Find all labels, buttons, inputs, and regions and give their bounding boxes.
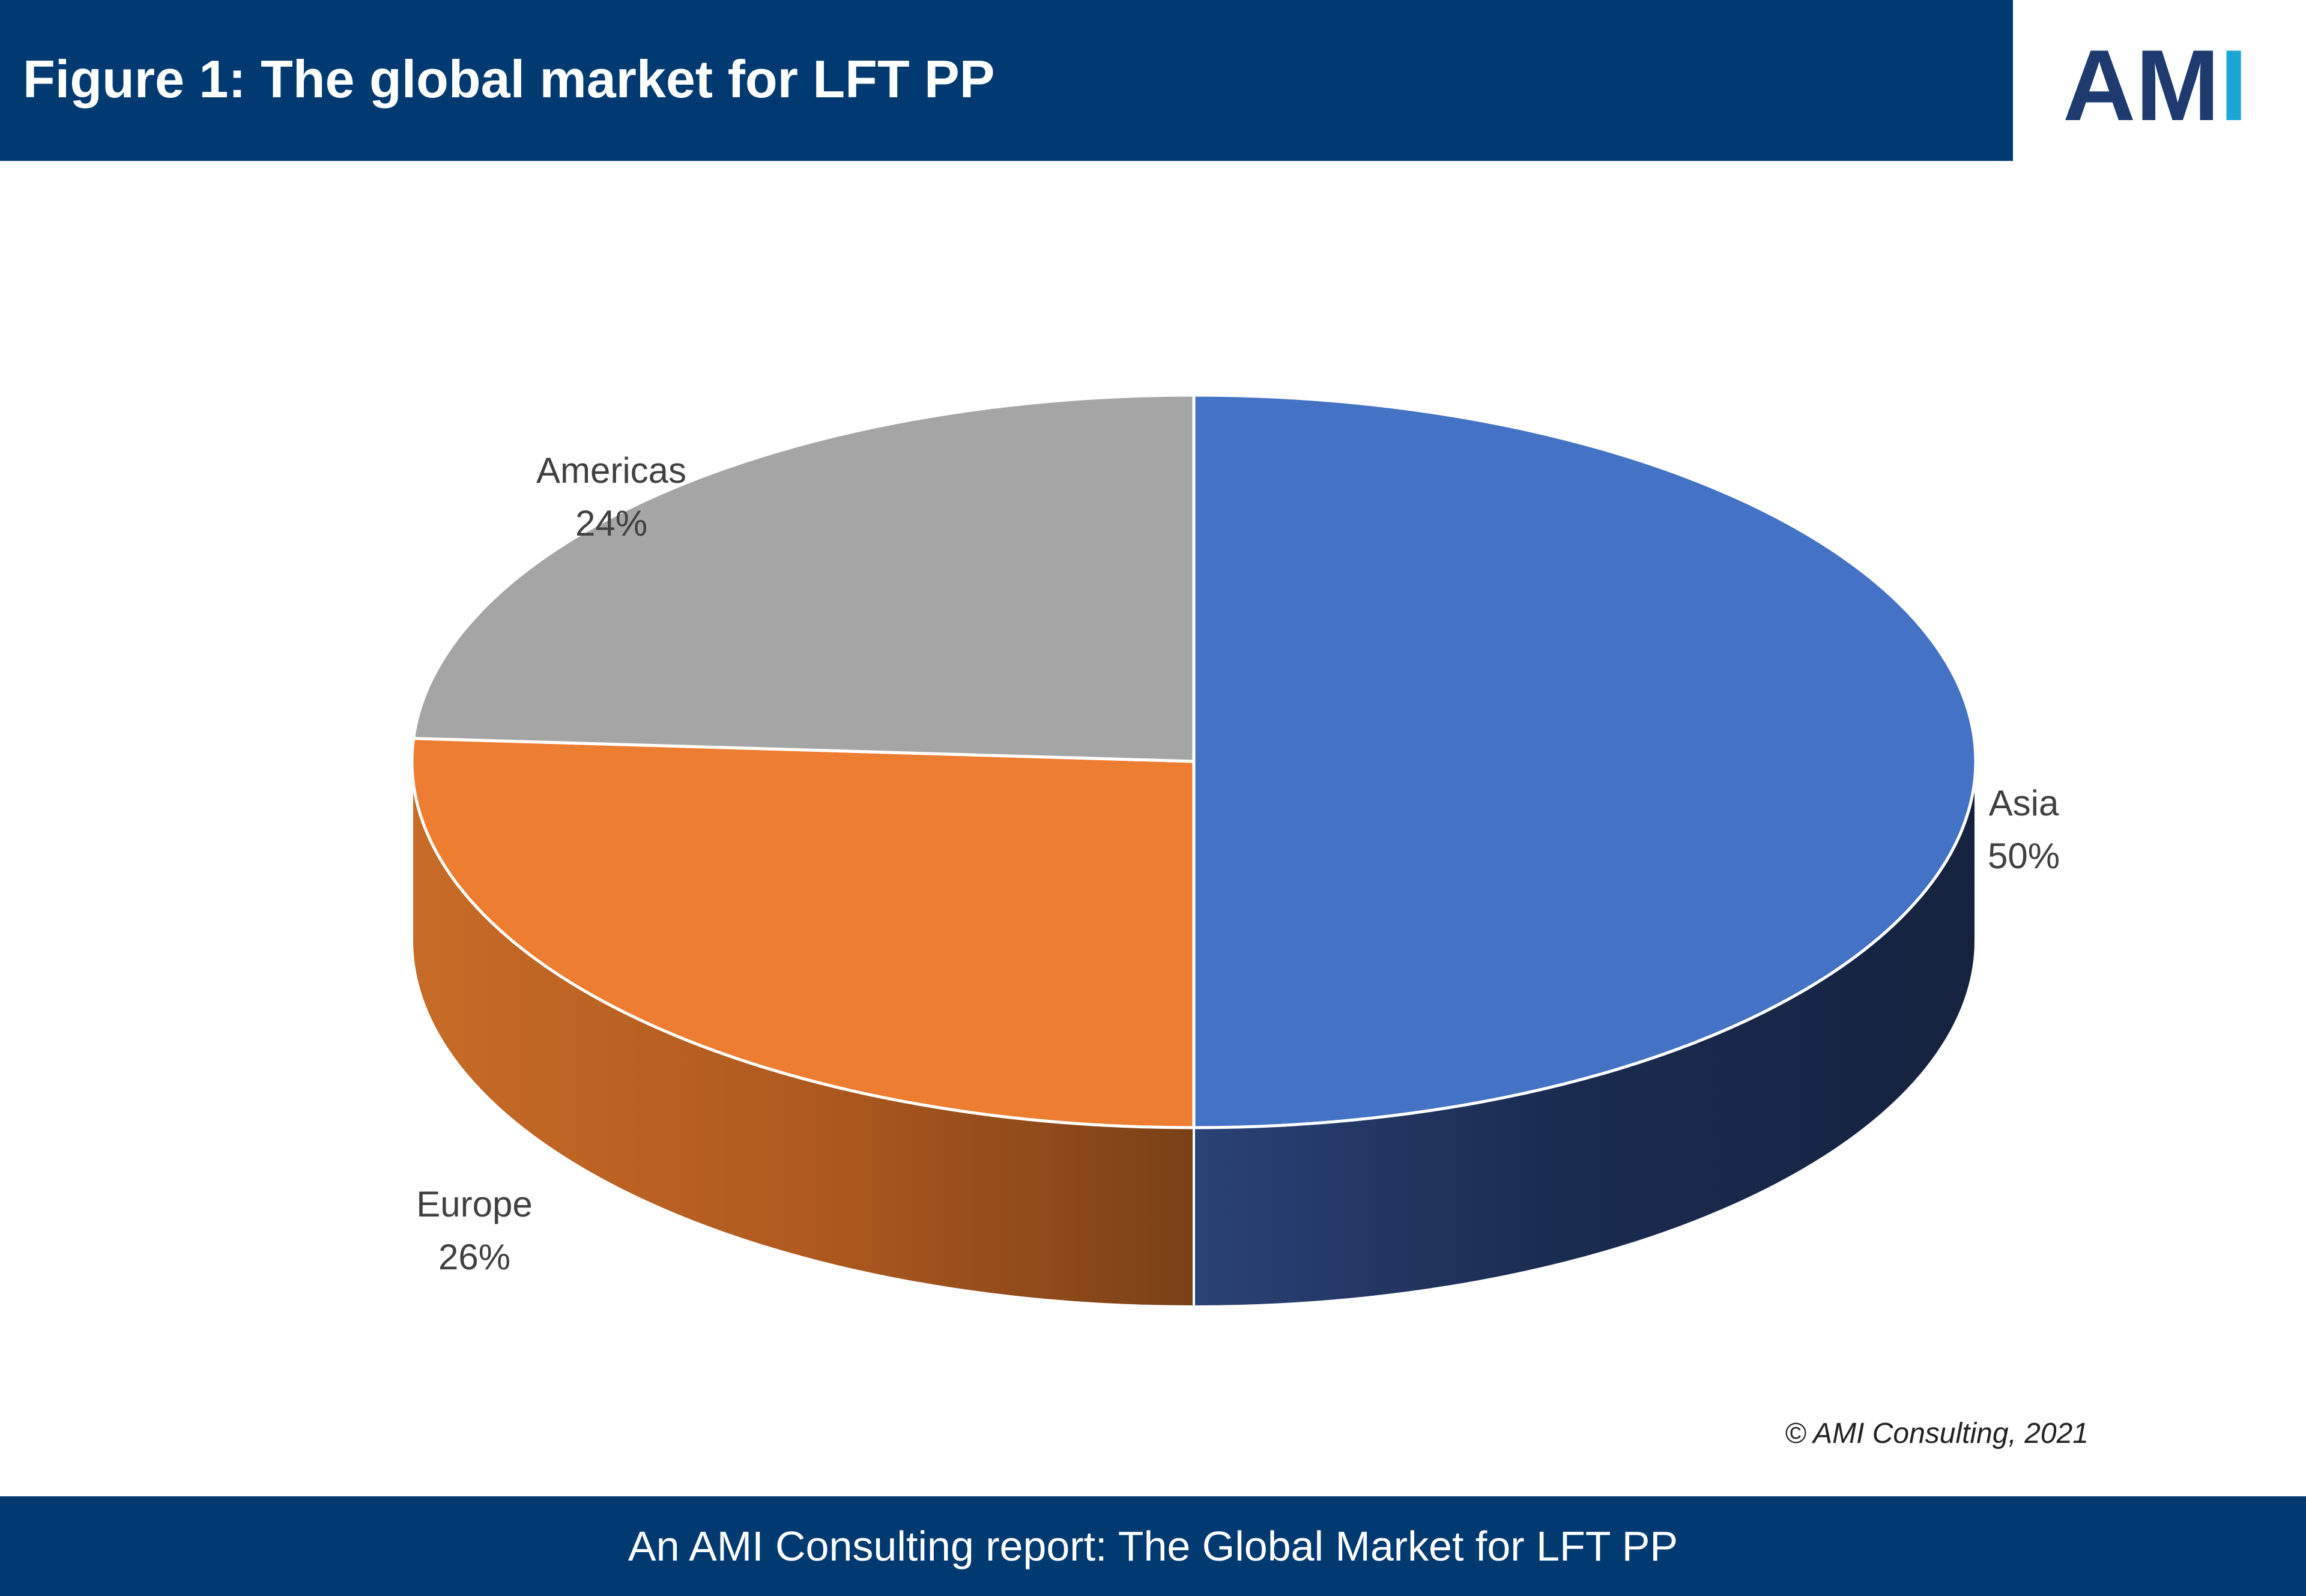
header-bar: Figure 1: The global market for LFT PP: [0, 0, 2013, 161]
ami-logo-mark: AMI: [2063, 29, 2248, 142]
slice-label-asia: Asia: [1989, 783, 2059, 823]
pie-slice-americas: [412, 393, 1196, 763]
slice-value-americas: 24%: [575, 503, 647, 543]
pie-slice-asia: [1192, 393, 1978, 1129]
slice-label-europe: Europe: [416, 1184, 532, 1224]
logo-text: AMI: [2063, 29, 2248, 142]
footer-bar: An AMI Consulting report: The Global Mar…: [0, 1496, 2306, 1596]
pie-labels: Asia 50% Europe 26% Americas 24%: [416, 450, 2060, 1277]
slice-value-asia: 50%: [1988, 836, 2060, 876]
pie-slice-europe: [410, 737, 1196, 1129]
slice-label-americas: Americas: [536, 450, 686, 491]
pie-chart: Asia 50% Europe 26% Americas 24%: [410, 393, 2060, 1308]
ami-logo: AMI: [2013, 0, 2306, 161]
pie-tops: [410, 393, 1978, 1129]
copyright-note: © AMI Consulting, 2021: [1785, 1418, 2089, 1449]
figure-title: Figure 1: The global market for LFT PP: [23, 49, 995, 109]
footer-text: An AMI Consulting report: The Global Mar…: [628, 1523, 1678, 1570]
slice-value-europe: 26%: [438, 1237, 510, 1277]
